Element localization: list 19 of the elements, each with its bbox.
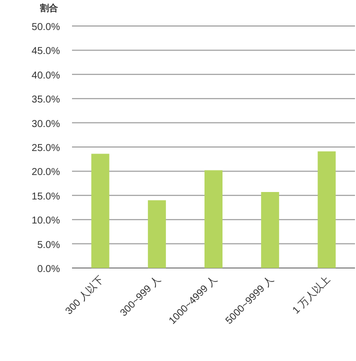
x-tick-label: 1 万人以上 [290, 274, 333, 316]
bar [148, 200, 166, 268]
x-tick-label: 300 人以下 [62, 274, 106, 318]
y-tick-label: 10.0% [32, 216, 60, 227]
bar [204, 170, 222, 268]
y-tick-label: 45.0% [32, 46, 60, 58]
y-tick-label: 15.0% [32, 191, 60, 202]
y-axis-title: 割合 [39, 3, 59, 13]
y-tick-label: 5.0% [37, 240, 60, 251]
y-tick-label: 20.0% [32, 167, 60, 178]
y-tick-label: 40.0% [32, 70, 60, 82]
bar [318, 151, 336, 268]
y-tick-label: 0.0% [37, 264, 60, 275]
y-tick-label: 30.0% [32, 118, 60, 130]
y-tick-label: 50.0% [32, 22, 60, 33]
bar [261, 192, 280, 268]
y-tick-label: 25.0% [32, 143, 60, 154]
y-tick-label: 35.0% [32, 94, 60, 106]
bar [91, 154, 110, 268]
